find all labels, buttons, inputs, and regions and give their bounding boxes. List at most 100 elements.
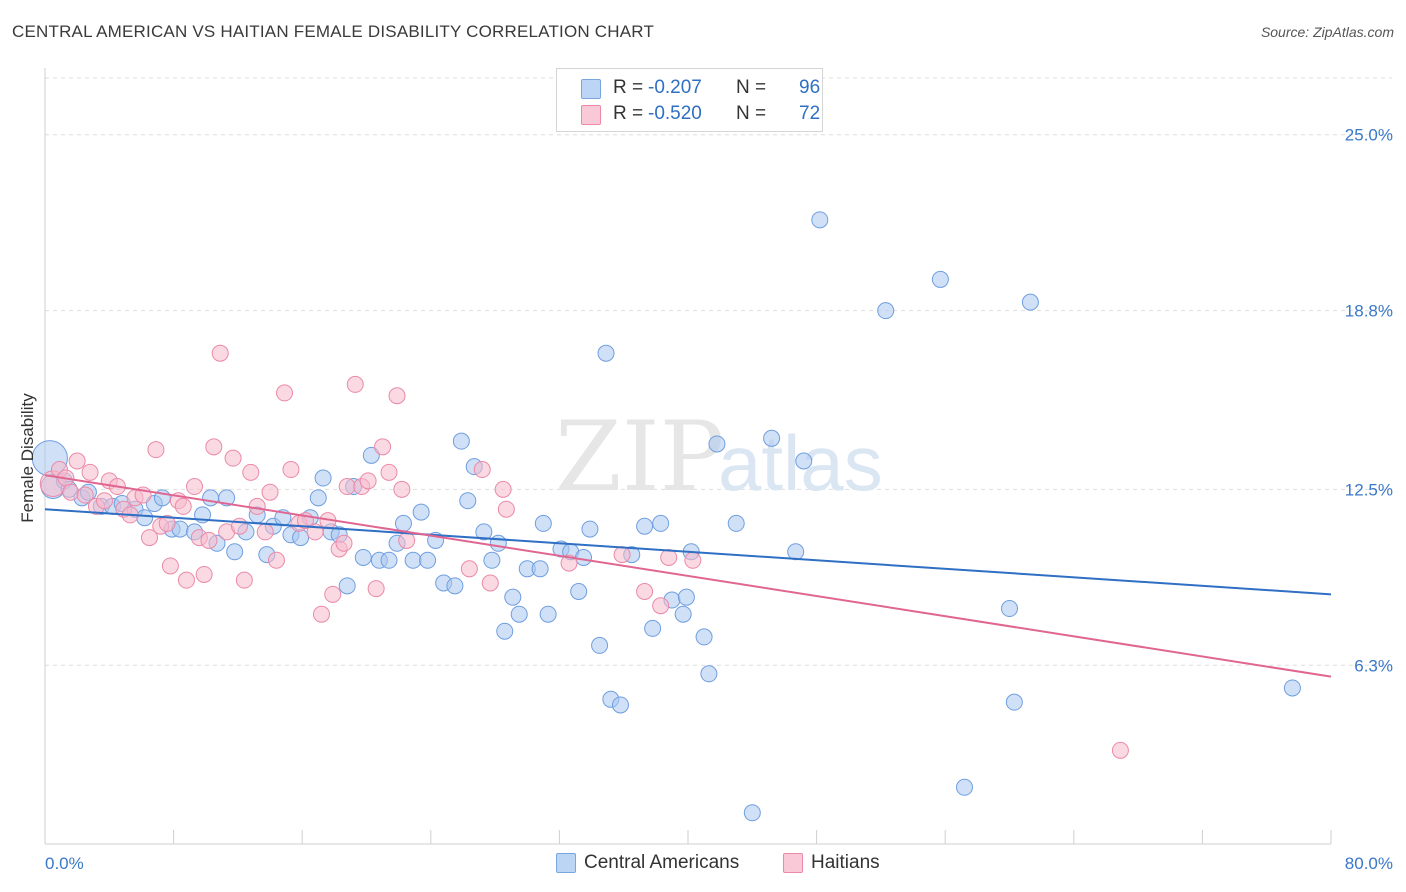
point-central-american <box>489 534 507 552</box>
watermark: ZIP atlas <box>555 401 883 513</box>
point-central-american <box>727 514 745 532</box>
legend-swatch-pink <box>581 105 601 125</box>
point-haitian <box>205 438 223 456</box>
point-haitian <box>324 585 342 603</box>
point-haitian <box>398 531 416 549</box>
point-haitian <box>684 551 702 569</box>
point-haitian <box>95 492 113 510</box>
legend-r-label: R = <box>613 77 644 98</box>
point-central-american <box>575 548 593 566</box>
point-haitian <box>248 497 266 515</box>
point-haitian <box>147 441 165 459</box>
point-central-american <box>644 619 662 637</box>
point-haitian <box>560 554 578 572</box>
legend-n-value-pink: 72 <box>799 103 821 124</box>
chart-title: CENTRAL AMERICAN VS HAITIAN FEMALE DISAB… <box>12 22 655 41</box>
y-tick-label: 18.8% <box>1345 302 1393 321</box>
correlation-legend: R = -0.207 N = 96 R = -0.520 N = 72 <box>556 68 823 132</box>
legend-swatch-haitians <box>783 853 803 873</box>
point-haitian <box>636 583 654 601</box>
source-label: Source: ZipAtlas.com <box>1260 24 1394 40</box>
point-haitian <box>393 480 411 498</box>
point-central-american <box>226 543 244 561</box>
point-central-american <box>531 560 549 578</box>
x-tick-label: 80.0% <box>1345 854 1393 873</box>
point-central-american <box>677 588 695 606</box>
y-tick-label: 6.3% <box>1354 656 1393 675</box>
point-central-american <box>412 503 430 521</box>
legend-swatch-blue <box>581 79 601 99</box>
point-haitian <box>200 531 218 549</box>
point-haitian <box>174 497 192 515</box>
point-central-american <box>446 577 464 595</box>
point-central-american <box>591 636 609 654</box>
point-central-american <box>380 551 398 569</box>
point-haitian <box>276 384 294 402</box>
legend-r-label: R = <box>613 103 644 124</box>
point-haitian <box>161 557 179 575</box>
point-central-american <box>811 211 829 229</box>
point-haitian <box>380 463 398 481</box>
point-central-american <box>1283 679 1301 697</box>
x-tick-label: 0.0% <box>45 854 84 873</box>
point-central-american <box>394 514 412 532</box>
point-central-american <box>534 514 552 532</box>
point-central-american <box>292 529 310 547</box>
point-central-american <box>652 514 670 532</box>
point-central-american <box>787 543 805 561</box>
point-central-american <box>570 583 588 601</box>
point-haitian <box>312 605 330 623</box>
point-haitian <box>481 574 499 592</box>
point-haitian <box>256 523 274 541</box>
point-central-american <box>674 605 692 623</box>
point-central-american <box>218 489 236 507</box>
point-haitian <box>388 387 406 405</box>
legend-n-value-blue: 96 <box>799 77 821 98</box>
point-haitian <box>282 461 300 479</box>
y-axis-label: Female Disability <box>18 393 37 523</box>
point-haitian <box>158 514 176 532</box>
legend-r-value-pink: -0.520 <box>648 103 702 124</box>
point-haitian <box>497 500 515 518</box>
point-haitian <box>473 461 491 479</box>
point-haitian <box>195 565 213 583</box>
point-haitian <box>185 478 203 496</box>
point-central-american <box>362 446 380 464</box>
point-central-american <box>877 302 895 320</box>
point-haitian <box>76 486 94 504</box>
point-haitian <box>460 560 478 578</box>
point-haitian <box>267 551 285 569</box>
legend-n-label: N = <box>736 77 767 98</box>
trend-lines <box>44 474 1332 678</box>
point-haitian <box>235 571 253 589</box>
point-central-american <box>581 520 599 538</box>
point-central-american <box>636 517 654 535</box>
point-central-american <box>510 605 528 623</box>
watermark-zip: ZIP <box>555 401 724 513</box>
point-haitian <box>211 344 229 362</box>
point-haitian <box>68 452 86 470</box>
point-central-american <box>496 622 514 640</box>
point-haitian <box>335 534 353 552</box>
point-haitian <box>62 483 80 501</box>
legend-label-central-americans: Central Americans <box>584 852 740 873</box>
point-haitian <box>1111 741 1129 759</box>
point-central-american <box>1021 293 1039 311</box>
point-central-american <box>475 523 493 541</box>
point-central-american <box>539 605 557 623</box>
trend-line-haitians <box>44 474 1332 678</box>
point-central-american <box>695 628 713 646</box>
point-central-american <box>743 804 761 822</box>
series-central-americans <box>31 211 1301 822</box>
point-central-american <box>700 665 718 683</box>
point-central-american <box>459 492 477 510</box>
legend-n-label: N = <box>736 103 767 124</box>
trend-line-central-americans <box>44 508 1332 596</box>
point-haitian <box>261 483 279 501</box>
point-central-american <box>1001 600 1018 618</box>
point-haitian <box>81 463 99 481</box>
point-central-american <box>136 509 154 527</box>
point-central-american <box>309 489 327 507</box>
point-haitian <box>140 529 158 547</box>
